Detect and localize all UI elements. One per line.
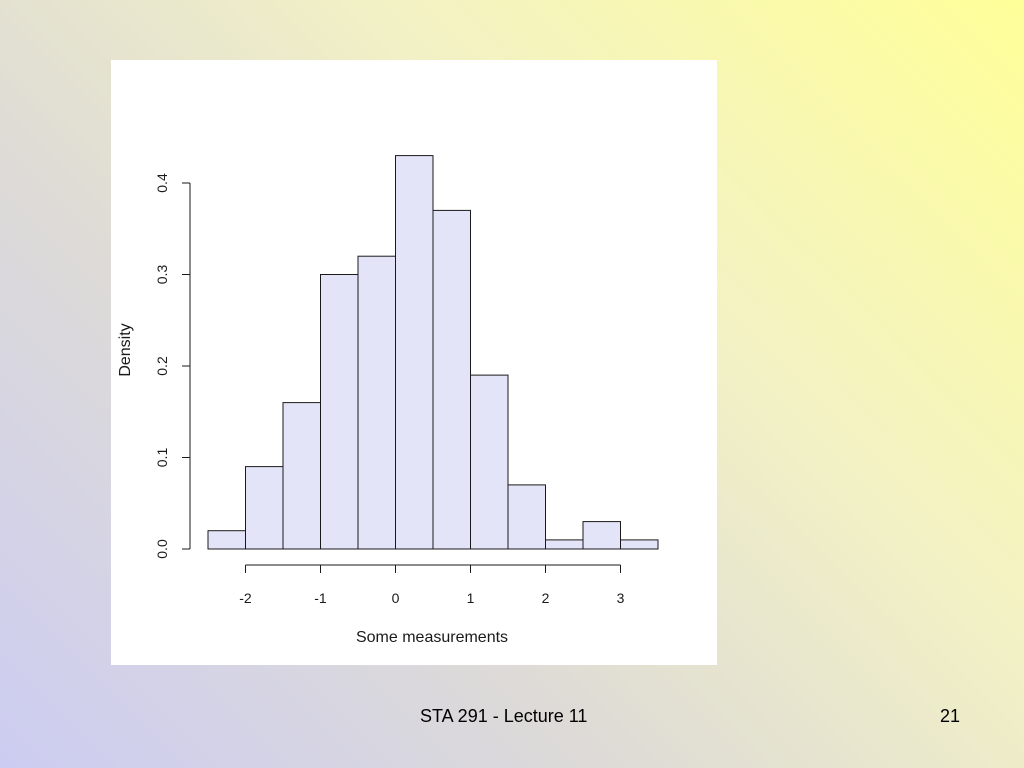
histogram-bar-8	[507, 484, 546, 550]
y-tick-label: 0.3	[154, 265, 170, 285]
histogram-chart: 0.0 0.1 0.2 0.3 0.4 -2 -1 0 1 2 3 Some measuremen…	[117, 155, 659, 646]
x-tick-label: 1	[467, 590, 475, 606]
x-tick-label: -2	[239, 590, 252, 606]
x-tick-label: 2	[542, 590, 550, 606]
histogram-bar-10	[582, 521, 621, 550]
histogram-bar-5	[395, 155, 434, 550]
y-tick-label: 0.1	[154, 448, 170, 468]
histogram-bars	[207, 155, 659, 550]
histogram-bar-6	[432, 209, 471, 550]
histogram-bar-9	[545, 539, 584, 550]
histogram-bar-0	[207, 530, 246, 550]
y-tick-label: 0.0	[154, 539, 170, 559]
histogram-bar-4	[357, 255, 396, 550]
histogram-bar-2	[282, 402, 321, 550]
histogram-panel: 0.0 0.1 0.2 0.3 0.4 -2 -1 0 1 2 3 Some measuremen…	[111, 60, 717, 665]
histogram-bar-3	[320, 274, 359, 550]
footer-title: STA 291 - Lecture 11	[420, 706, 588, 726]
histogram-bar-1	[245, 466, 284, 550]
y-tick-label: 0.4	[154, 173, 170, 193]
x-tick-label: 3	[617, 590, 625, 606]
histogram-bar-11	[620, 539, 659, 550]
histogram-bar-7	[470, 374, 509, 550]
y-tick-label: 0.2	[154, 356, 170, 376]
y-axis-label: Density	[117, 323, 134, 376]
x-axis-label: Some measurements	[356, 629, 508, 646]
x-axis: -2 -1 0 1 2 3	[239, 564, 625, 606]
y-axis: 0.0 0.1 0.2 0.3 0.4	[154, 173, 191, 559]
x-tick-label: 0	[392, 590, 400, 606]
slide-number: 21	[940, 706, 961, 726]
x-tick-label: -1	[314, 590, 327, 606]
